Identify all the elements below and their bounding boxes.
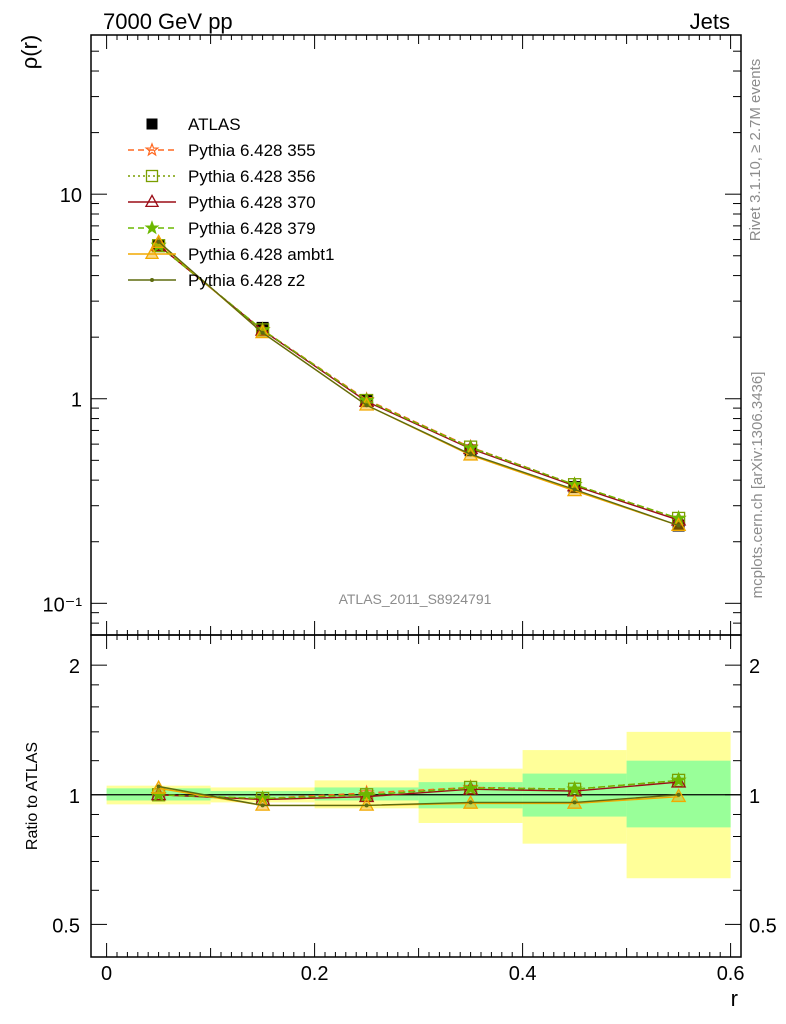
legend-marker: [144, 246, 160, 260]
series-line: [158, 244, 679, 520]
legend-label: Pythia 6.428 z2: [188, 271, 305, 290]
ratio-point: [572, 800, 577, 805]
y-tick-label: 10: [60, 185, 82, 207]
data-point: [260, 330, 265, 335]
series-line: [158, 241, 679, 527]
ratio-point: [260, 803, 265, 808]
ratio-xlabel: r: [731, 986, 738, 1011]
ratio-y-tick-label: 2: [69, 656, 80, 678]
legend-marker: [144, 194, 160, 208]
ratio-y-tick-label: 0.5: [52, 915, 80, 937]
y-tick-label: 1: [71, 390, 82, 412]
legend-marker: [144, 220, 160, 235]
data-point: [468, 452, 473, 457]
data-point: [572, 487, 577, 492]
legend-label: Pythia 6.428 355: [188, 141, 316, 160]
ratio-point: [566, 780, 583, 797]
rivet-version-label: Rivet 3.1.10, ≥ 2.7M events: [747, 59, 764, 242]
watermark-analysis-id: ATLAS_2011_S8924791: [339, 591, 492, 607]
ratio-point: [468, 800, 473, 805]
ratio-y-tick-label-right: 1: [749, 786, 760, 808]
y-tick-label: 10⁻¹: [43, 594, 83, 616]
ratio-y-tick-label-right: 2: [749, 656, 760, 678]
legend-marker: [146, 118, 158, 130]
axis-labels: 7000 GeV pp Jets ρ(r) Ratio to ATLAS r A…: [17, 9, 777, 1011]
ratio-point: [670, 772, 687, 788]
ratio-line: [158, 781, 679, 801]
legend: [128, 118, 176, 282]
ratio-point: [676, 792, 681, 797]
legend-marker: [145, 169, 159, 183]
legend-label: Pythia 6.428 379: [188, 219, 316, 238]
data-point: [676, 523, 681, 528]
ratio-point: [462, 779, 479, 796]
ratio-series: [150, 772, 687, 811]
mcplots-label: mcplots.cern.ch [arXiv:1306.3436]: [749, 372, 766, 599]
x-tick-label: 0.6: [717, 963, 745, 985]
ratio-y-tick-label: 1: [69, 786, 80, 808]
axis-ticks: [91, 34, 741, 957]
ratio-point: [364, 803, 369, 808]
x-tick-label: 0.4: [509, 963, 537, 985]
legend-label: Pythia 6.428 370: [188, 193, 316, 212]
axes-frames: [90, 34, 742, 958]
x-tick-label: 0.2: [301, 963, 329, 985]
legend-label: Pythia 6.428 ambt1: [188, 245, 334, 264]
ratio-ylabel: Ratio to ATLAS: [24, 742, 41, 850]
legend-label: Pythia 6.428 356: [188, 167, 316, 186]
header-right: Jets: [690, 9, 730, 34]
legend-marker: [144, 142, 160, 157]
x-tick-label: 0: [101, 963, 112, 985]
ratio-line: [158, 785, 679, 807]
ratio-frame: [90, 634, 742, 958]
main-series: [150, 234, 687, 532]
data-point: [156, 239, 161, 244]
ratio-line: [158, 779, 679, 800]
legend-marker: [150, 278, 154, 282]
legend-label: ATLAS: [188, 115, 241, 134]
ratio-y-tick-label-right: 0.5: [749, 915, 777, 937]
ratio-point: [156, 784, 161, 789]
header-left: 7000 GeV pp: [103, 9, 233, 34]
main-ylabel: ρ(r): [17, 35, 42, 70]
data-point: [364, 403, 369, 408]
